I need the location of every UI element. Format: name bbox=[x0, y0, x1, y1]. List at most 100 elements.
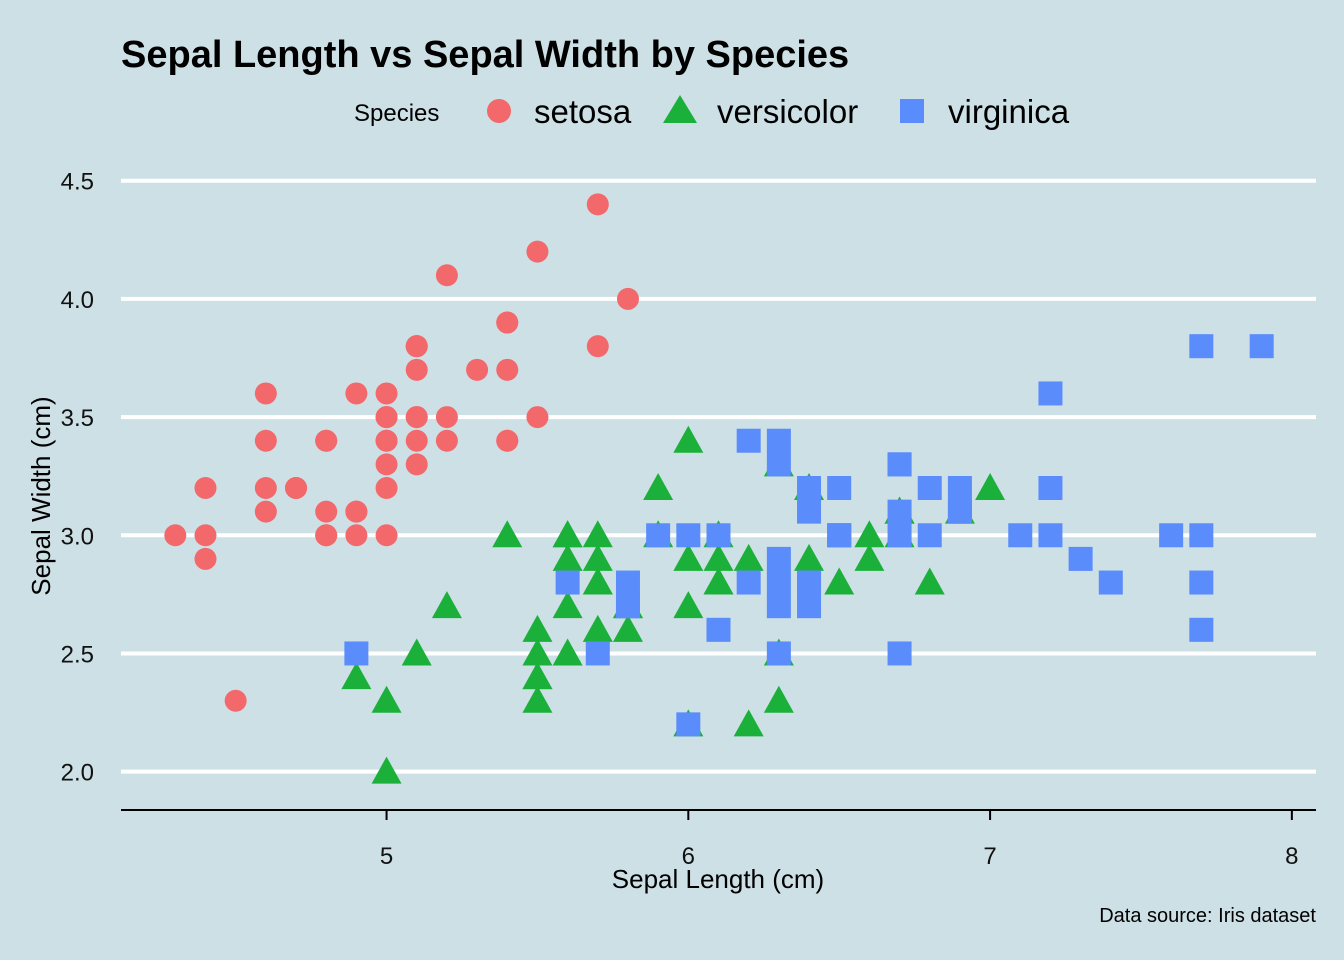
virginica-point bbox=[706, 523, 731, 548]
data-points bbox=[164, 193, 1274, 784]
setosa-point bbox=[345, 382, 368, 405]
versicolor-point bbox=[612, 614, 643, 642]
setosa-point bbox=[526, 240, 549, 263]
versicolor-point bbox=[522, 614, 553, 642]
versicolor-point bbox=[824, 567, 855, 595]
virginica-point bbox=[766, 428, 791, 453]
y-tick-label: 4.5 bbox=[61, 169, 94, 196]
y-tick-label: 3.5 bbox=[61, 405, 94, 432]
virginica-point bbox=[585, 641, 610, 666]
versicolor-point bbox=[552, 591, 583, 619]
versicolor-point bbox=[794, 543, 825, 571]
setosa-point bbox=[345, 524, 368, 547]
virginica-point bbox=[917, 476, 942, 500]
virginica-point bbox=[887, 523, 912, 548]
y-tick-label: 2.0 bbox=[61, 760, 94, 787]
setosa-point bbox=[254, 477, 277, 499]
virginica-point bbox=[766, 452, 791, 477]
versicolor-point bbox=[703, 567, 734, 595]
virginica-point bbox=[797, 570, 822, 595]
caption: Data source: Iris dataset bbox=[1099, 905, 1316, 927]
versicolor-point bbox=[673, 591, 704, 619]
chart-title: Sepal Length vs Sepal Width by Species bbox=[121, 34, 849, 76]
versicolor-point bbox=[522, 662, 553, 690]
virginica-point bbox=[827, 476, 852, 500]
versicolor-point bbox=[673, 425, 704, 453]
setosa-point bbox=[254, 382, 277, 405]
versicolor-point bbox=[401, 638, 432, 666]
versicolor-point bbox=[703, 543, 734, 571]
y-tick-label: 4.0 bbox=[61, 287, 94, 314]
versicolor-point bbox=[643, 473, 674, 500]
virginica-point bbox=[1249, 334, 1274, 359]
virginica-point bbox=[766, 570, 791, 595]
setosa-point bbox=[435, 429, 458, 452]
versicolor-point bbox=[431, 591, 462, 619]
virginica-point bbox=[676, 712, 701, 737]
versicolor-point bbox=[582, 543, 613, 571]
setosa-point bbox=[375, 406, 398, 429]
virginica-point bbox=[1038, 476, 1063, 500]
setosa-point bbox=[616, 287, 639, 310]
virginica-point bbox=[615, 570, 640, 595]
virginica-point bbox=[797, 476, 822, 500]
legend-versicolor-label: versicolor bbox=[717, 93, 858, 130]
versicolor-point bbox=[371, 685, 402, 713]
setosa-point bbox=[375, 477, 398, 499]
versicolor-point bbox=[371, 756, 402, 784]
setosa-point bbox=[405, 406, 428, 429]
x-tick-label: 6 bbox=[682, 843, 695, 870]
setosa-point bbox=[405, 453, 428, 476]
versicolor-point bbox=[341, 662, 372, 690]
setosa-point bbox=[315, 500, 338, 523]
setosa-point bbox=[496, 311, 519, 334]
virginica-point bbox=[947, 476, 972, 500]
virginica-point bbox=[1189, 334, 1214, 359]
grid-lines bbox=[121, 178, 1316, 774]
setosa-point bbox=[375, 429, 398, 452]
legend-setosa-marker bbox=[487, 99, 511, 123]
versicolor-point bbox=[854, 543, 885, 571]
versicolor-point bbox=[552, 520, 583, 548]
versicolor-point bbox=[733, 709, 764, 737]
legend-title: Species bbox=[354, 100, 439, 127]
x-axis-label: Sepal Length (cm) bbox=[612, 864, 824, 894]
setosa-point bbox=[224, 689, 247, 712]
virginica-point bbox=[706, 617, 731, 642]
virginica-point bbox=[1189, 617, 1214, 642]
virginica-point bbox=[615, 594, 640, 619]
setosa-point bbox=[405, 429, 428, 452]
virginica-point bbox=[797, 594, 822, 619]
setosa-point bbox=[254, 500, 277, 523]
legend-versicolor-marker bbox=[663, 95, 697, 123]
x-axis: 5 6 7 8 bbox=[121, 809, 1316, 870]
setosa-point bbox=[405, 335, 428, 358]
versicolor-point bbox=[582, 614, 613, 642]
virginica-point bbox=[887, 641, 912, 666]
y-tick-label: 3.0 bbox=[61, 523, 94, 550]
versicolor-point bbox=[975, 473, 1006, 500]
virginica-point bbox=[827, 523, 852, 548]
virginica-point bbox=[1159, 523, 1184, 548]
versicolor-point bbox=[552, 638, 583, 666]
x-tick-label: 7 bbox=[983, 843, 996, 870]
setosa-point bbox=[375, 453, 398, 476]
legend-virginica-label: virginica bbox=[948, 93, 1070, 130]
legend-virginica-marker bbox=[900, 99, 924, 123]
virginica-point bbox=[947, 499, 972, 524]
virginica-point bbox=[555, 570, 580, 595]
versicolor-point bbox=[492, 520, 523, 548]
setosa-point bbox=[586, 193, 609, 216]
setosa-point bbox=[496, 358, 519, 381]
virginica-point bbox=[1189, 570, 1214, 595]
x-tick-label: 5 bbox=[380, 843, 393, 870]
setosa-point bbox=[254, 429, 277, 452]
setosa-point bbox=[194, 524, 217, 547]
setosa-point bbox=[315, 524, 338, 547]
setosa-point bbox=[375, 382, 398, 405]
versicolor-point bbox=[733, 543, 764, 571]
setosa-point bbox=[435, 406, 458, 429]
versicolor-point bbox=[582, 520, 613, 548]
x-tick-label: 8 bbox=[1285, 843, 1298, 870]
